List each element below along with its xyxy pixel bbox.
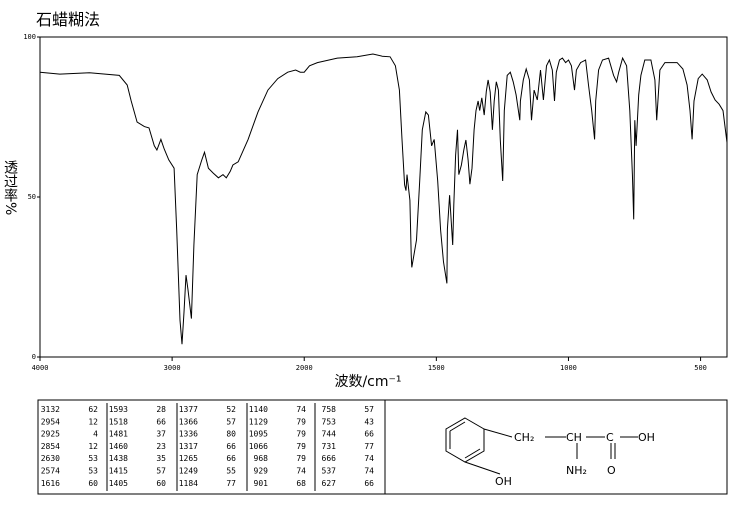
peak-transmittance: 57: [364, 405, 374, 414]
peak-transmittance: 77: [226, 479, 236, 488]
peak-wavenumber: 1460: [109, 442, 128, 451]
peak-transmittance: 57: [156, 467, 166, 476]
peak-wavenumber: 1366: [179, 417, 198, 426]
peak-wavenumber: 2925: [41, 430, 60, 439]
x-tick-label: 500: [694, 364, 707, 372]
peak-transmittance: 37: [156, 430, 166, 439]
y-tick-label: 50: [28, 193, 36, 201]
atom-label: CH₂: [514, 431, 534, 444]
peak-wavenumber: 1593: [109, 405, 128, 414]
peak-wavenumber: 1265: [179, 454, 198, 463]
peak-wavenumber: 929: [254, 467, 269, 476]
peak-transmittance: 53: [88, 467, 98, 476]
x-tick-label: 3000: [164, 364, 181, 372]
peak-transmittance: 62: [88, 405, 98, 414]
peak-wavenumber: 1066: [249, 442, 268, 451]
peak-transmittance: 68: [296, 479, 306, 488]
x-tick-label: 4000: [32, 364, 49, 372]
peak-transmittance: 66: [364, 479, 374, 488]
peak-wavenumber: 2954: [41, 417, 60, 426]
peak-transmittance: 66: [226, 454, 236, 463]
peak-wavenumber: 2574: [41, 467, 60, 476]
atom-label: O: [607, 464, 616, 477]
y-tick-label: 0: [32, 353, 36, 361]
peak-transmittance: 66: [226, 442, 236, 451]
bond: [449, 421, 466, 432]
peak-transmittance: 53: [88, 454, 98, 463]
spectrum-line: [39, 53, 728, 345]
peak-transmittance: 57: [226, 417, 236, 426]
peak-wavenumber: 1405: [109, 479, 128, 488]
peak-transmittance: 77: [364, 442, 374, 451]
x-tick-label: 1000: [560, 364, 577, 372]
peak-wavenumber: 537: [322, 467, 337, 476]
peak-wavenumber: 1518: [109, 417, 128, 426]
peak-transmittance: 66: [364, 430, 374, 439]
peak-transmittance: 43: [364, 417, 374, 426]
peak-transmittance: 4: [93, 430, 98, 439]
atom-label: C: [606, 431, 614, 444]
chart-title: 石蜡糊法: [36, 10, 100, 29]
peak-wavenumber: 1249: [179, 467, 198, 476]
peak-wavenumber: 3132: [41, 405, 60, 414]
peak-transmittance: 79: [296, 417, 306, 426]
bond: [464, 461, 501, 475]
peak-wavenumber: 1129: [249, 417, 268, 426]
y-axis-label: 透过率%: [2, 160, 18, 215]
x-axis-label: 波数/cm⁻¹: [334, 374, 401, 390]
ring: [445, 417, 485, 463]
bond: [464, 448, 481, 459]
x-tick-label: 2000: [296, 364, 313, 372]
atom-label: NH₂: [566, 464, 587, 477]
peak-transmittance: 74: [296, 467, 306, 476]
peak-transmittance: 28: [156, 405, 166, 414]
peak-wavenumber: 1184: [179, 479, 198, 488]
table-frame: [37, 399, 728, 495]
peak-transmittance: 66: [156, 417, 166, 426]
plot-frame: [39, 36, 728, 358]
peak-transmittance: 52: [226, 405, 236, 414]
peak-transmittance: 79: [296, 442, 306, 451]
atom-label: OH: [495, 475, 512, 488]
peak-transmittance: 60: [156, 479, 166, 488]
peak-wavenumber: 1481: [109, 430, 128, 439]
bond: [483, 428, 513, 438]
peak-wavenumber: 1377: [179, 405, 198, 414]
peak-wavenumber: 1095: [249, 430, 268, 439]
peak-transmittance: 79: [296, 430, 306, 439]
peak-wavenumber: 1438: [109, 454, 128, 463]
peak-transmittance: 74: [296, 405, 306, 414]
peak-transmittance: 74: [364, 454, 374, 463]
peak-transmittance: 74: [364, 467, 374, 476]
peak-wavenumber: 731: [322, 442, 337, 451]
peak-wavenumber: 2630: [41, 454, 60, 463]
atom-label: OH: [638, 431, 655, 444]
peak-wavenumber: 1336: [179, 430, 198, 439]
peak-wavenumber: 758: [322, 405, 337, 414]
peak-wavenumber: 744: [322, 430, 337, 439]
peak-wavenumber: 2854: [41, 442, 60, 451]
peak-transmittance: 55: [226, 467, 236, 476]
peak-wavenumber: 901: [254, 479, 269, 488]
x-tick-label: 1500: [428, 364, 445, 372]
peak-transmittance: 80: [226, 430, 236, 439]
peak-transmittance: 23: [156, 442, 166, 451]
peak-transmittance: 79: [296, 454, 306, 463]
structure: [445, 417, 638, 475]
peak-wavenumber: 666: [322, 454, 337, 463]
y-tick-label: 100: [23, 33, 36, 41]
atom-label: CH: [566, 431, 582, 444]
peak-wavenumber: 1317: [179, 442, 198, 451]
peak-wavenumber: 753: [322, 417, 337, 426]
peak-wavenumber: 968: [254, 454, 269, 463]
peak-transmittance: 12: [88, 442, 98, 451]
peak-transmittance: 12: [88, 417, 98, 426]
peak-transmittance: 35: [156, 454, 166, 463]
peak-wavenumber: 1140: [249, 405, 268, 414]
peak-transmittance: 60: [88, 479, 98, 488]
peak-wavenumber: 627: [322, 479, 337, 488]
peak-wavenumber: 1616: [41, 479, 60, 488]
peak-wavenumber: 1415: [109, 467, 128, 476]
